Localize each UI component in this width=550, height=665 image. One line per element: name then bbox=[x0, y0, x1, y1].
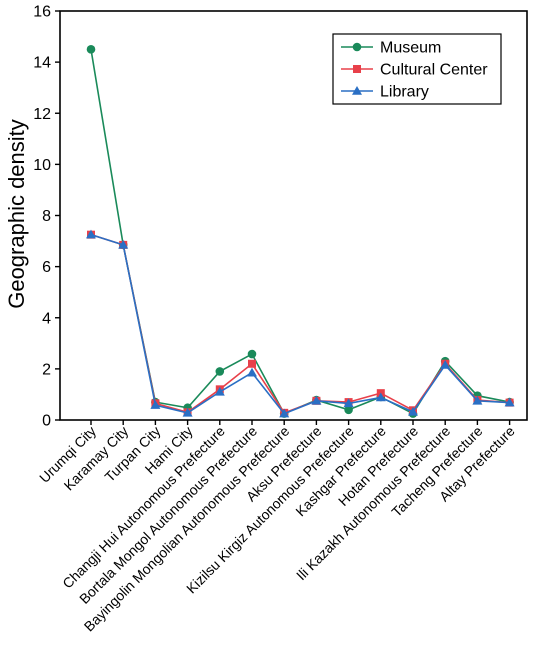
data-point-library bbox=[182, 407, 193, 417]
y-tick-label: 16 bbox=[33, 4, 51, 21]
data-point-library bbox=[311, 395, 322, 405]
y-tick-label: 10 bbox=[33, 157, 51, 174]
series-line-library bbox=[90, 233, 510, 415]
y-tick-label: 6 bbox=[42, 259, 51, 276]
data-point-library bbox=[440, 360, 451, 369]
legend-label-museum: Museum bbox=[380, 40, 441, 57]
series-line-cultural-center bbox=[90, 233, 510, 414]
y-tick-label: 0 bbox=[42, 413, 51, 430]
legend-marker-cultural-center bbox=[353, 65, 361, 73]
data-point-library bbox=[472, 395, 483, 405]
legend-label-cultural-center: Cultural Center bbox=[380, 62, 488, 79]
y-tick-label: 14 bbox=[33, 55, 51, 72]
y-tick-label: 4 bbox=[42, 310, 51, 327]
data-point-museum bbox=[247, 349, 257, 359]
data-point-library bbox=[408, 406, 418, 416]
data-point-library bbox=[279, 408, 290, 418]
data-point-cultural-center bbox=[248, 359, 256, 368]
data-point-library bbox=[86, 229, 96, 239]
legend: Museum Cultural Center Library bbox=[332, 33, 502, 105]
y-tick-label: 8 bbox=[42, 208, 51, 225]
data-point-library bbox=[375, 392, 386, 402]
y-tick-label: 2 bbox=[42, 361, 51, 378]
data-point-museum bbox=[215, 367, 225, 376]
legend-label-library: Library bbox=[380, 84, 429, 101]
data-point-museum bbox=[344, 405, 353, 415]
y-tick-label: 12 bbox=[33, 106, 51, 123]
legend-marker-library bbox=[352, 86, 362, 95]
data-point-library bbox=[150, 400, 161, 409]
data-point-library bbox=[343, 398, 354, 408]
data-point-library bbox=[118, 239, 129, 249]
data-point-library bbox=[504, 397, 515, 407]
legend-marker-museum bbox=[352, 42, 362, 52]
data-point-museum bbox=[86, 45, 96, 54]
data-point-library bbox=[214, 386, 225, 396]
y-axis-title: Geographic density bbox=[4, 119, 29, 309]
data-point-library bbox=[247, 367, 257, 377]
